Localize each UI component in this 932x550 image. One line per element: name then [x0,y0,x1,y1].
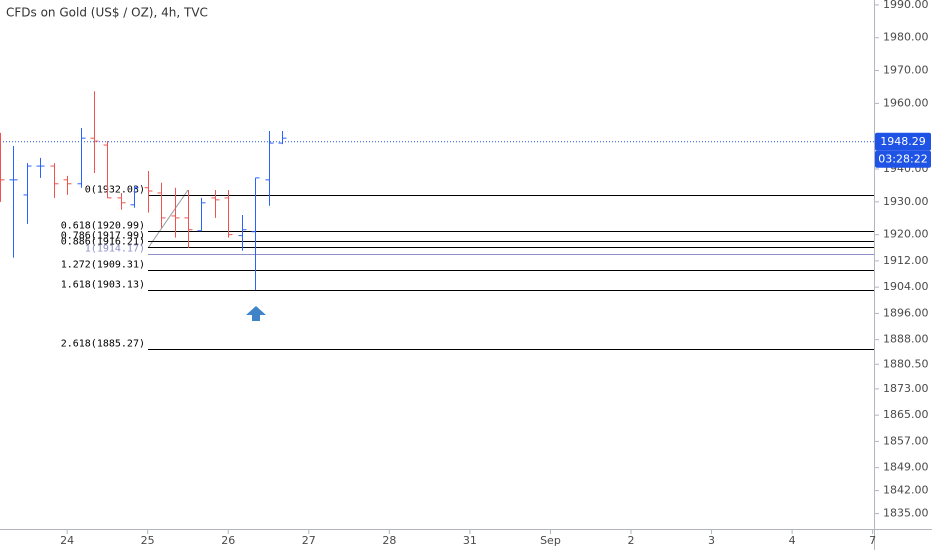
y-tick-label: 1970.00 [883,64,929,77]
fib-level-label: 0(1932.03) [85,185,145,196]
y-tick-label: 1865.00 [883,408,929,421]
countdown-label: 03:28:22 [878,152,927,165]
fib-trendline [147,189,189,249]
chart-title: CFDs on Gold (US$ / OZ), 4h, TVC [6,6,208,20]
fib-level-label: 0.886(1916.21) [61,237,145,248]
x-tick-label: 3 [708,534,715,547]
fib-level-label: 1.618(1903.13) [61,280,145,291]
x-tick-label: 7 [869,534,876,547]
x-tick-label: 27 [302,534,316,547]
y-tick-label: 1888.00 [883,333,929,346]
y-tick-label: 1960.00 [883,96,929,109]
y-tick-label: 1896.00 [883,306,929,319]
y-tick-label: 1857.00 [883,434,929,447]
y-tick-label: 1835.00 [883,507,929,520]
y-tick-label: 1920.00 [883,228,929,241]
last-price-label: 1948.29 [880,135,926,148]
x-tick-label: 4 [789,534,796,547]
y-tick-label: 1904.00 [883,280,929,293]
y-tick-label: 1849.00 [883,461,929,474]
y-tick-label: 1873.00 [883,382,929,395]
x-tick-label: 26 [221,534,235,547]
x-tick-label: 28 [382,534,396,547]
y-tick-label: 1930.00 [883,195,929,208]
arrow-up-icon [246,306,266,321]
fib-level-label: 0.618(1920.99) [61,221,145,232]
last-price-box [875,132,931,151]
countdown-box [875,150,931,168]
fib-level-label: 2.618(1885.27) [61,339,145,350]
y-tick-label: 1980.00 [883,31,929,44]
y-tick-label: 1990.00 [883,0,929,11]
fib-level-label: 1.272(1909.31) [61,260,145,271]
x-tick-label: 2 [627,534,634,547]
x-tick-label: 31 [463,534,477,547]
y-tick-label: 1880.50 [883,357,929,370]
x-tick-label: 24 [60,534,74,547]
fib-level-label: 1(1914.17) [85,244,145,255]
y-tick-label: 1842.00 [883,484,929,497]
x-tick-label: Sep [540,534,561,547]
fib-level-label: 0.786(1917.99) [61,231,145,242]
y-tick-label: 1912.00 [883,254,929,267]
x-tick-label: 25 [141,534,155,547]
